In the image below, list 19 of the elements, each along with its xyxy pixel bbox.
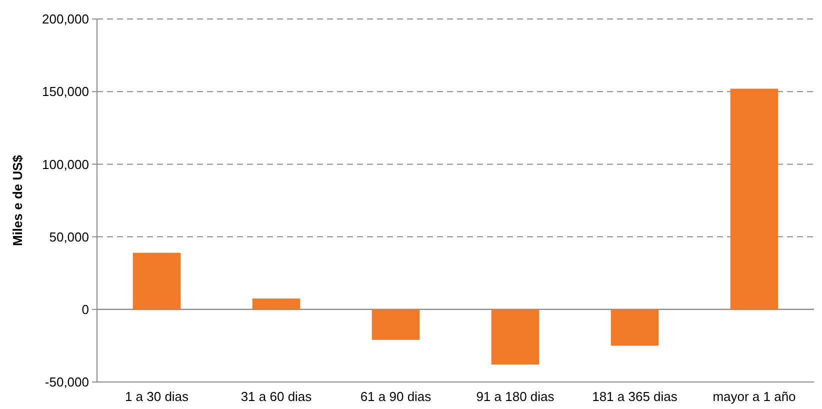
y-tick-label: 200,000: [42, 12, 89, 27]
x-tick-label: 181 a 365 dias: [592, 389, 678, 404]
bar: [132, 252, 181, 310]
y-tick-label: 0: [82, 302, 89, 317]
y-tick-label: 150,000: [42, 84, 89, 100]
y-tick-label: 100,000: [42, 156, 89, 172]
y-tick-label: -50,000: [44, 374, 89, 390]
x-tick-label: 91 a 180 dias: [476, 389, 555, 404]
bar: [491, 309, 540, 365]
y-axis-title: Miles e de US$: [10, 154, 25, 246]
x-tick-label: 31 a 60 dias: [240, 389, 312, 404]
y-tick-label: 50,000: [49, 229, 89, 244]
bar: [730, 88, 778, 310]
x-tick-label: 1 a 30 dias: [124, 389, 190, 404]
bar: [610, 309, 659, 346]
bar: [252, 298, 300, 310]
bar: [372, 309, 420, 340]
x-tick-label: mayor a 1 año: [712, 389, 796, 404]
x-tick-label: 61 a 90 dias: [360, 389, 432, 404]
